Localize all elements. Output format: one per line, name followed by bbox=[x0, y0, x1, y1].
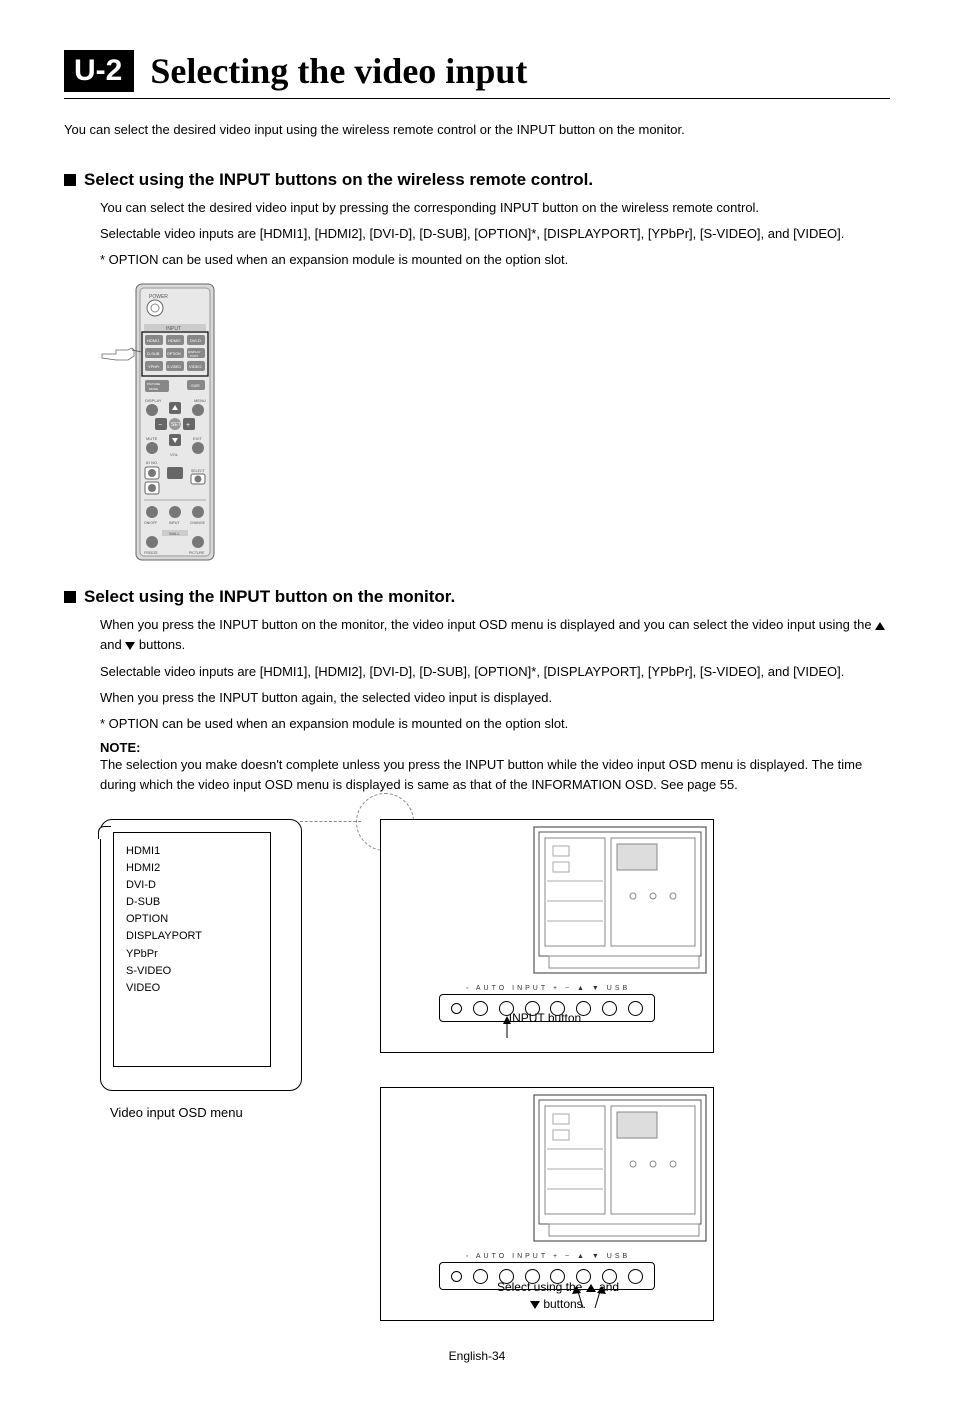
svg-text:+: + bbox=[186, 422, 190, 429]
section2-p3: When you press the INPUT button again, t… bbox=[100, 688, 890, 708]
section2-heading: Select using the INPUT button on the mon… bbox=[84, 587, 455, 607]
section2-p4: * OPTION can be used when an expansion m… bbox=[100, 714, 890, 734]
osd-item: DVI-D bbox=[126, 877, 258, 894]
svg-text:SIZE: SIZE bbox=[191, 383, 200, 388]
osd-menu-box: HDMI1 HDMI2 DVI-D D-SUB OPTION DISPLAYPO… bbox=[100, 819, 302, 1091]
osd-list: HDMI1 HDMI2 DVI-D D-SUB OPTION DISPLAYPO… bbox=[126, 843, 258, 996]
page-footer: English-34 bbox=[64, 1349, 890, 1363]
svg-text:D-SUB: D-SUB bbox=[147, 351, 160, 356]
button-bar-labels: ◦ AUTO INPUT + − ▲ ▼ USB bbox=[433, 1253, 663, 1260]
svg-text:SET: SET bbox=[171, 422, 181, 428]
intro-text: You can select the desired video input u… bbox=[64, 121, 890, 140]
svg-text:PORT: PORT bbox=[190, 354, 198, 358]
panel2-cap-c: buttons. bbox=[540, 1297, 586, 1311]
down-triangle-icon bbox=[125, 642, 135, 650]
section2-heading-row: Select using the INPUT button on the mon… bbox=[64, 587, 890, 607]
panel2-caption: Select using the and buttons. bbox=[460, 1279, 656, 1313]
svg-text:SELECT: SELECT bbox=[191, 469, 205, 473]
svg-text:INPUT: INPUT bbox=[169, 521, 180, 525]
svg-text:ON/OFF: ON/OFF bbox=[144, 521, 157, 525]
svg-text:FREEZE: FREEZE bbox=[144, 551, 158, 555]
section1-heading-row: Select using the INPUT buttons on the wi… bbox=[64, 170, 890, 190]
svg-text:ID NO.: ID NO. bbox=[146, 460, 158, 465]
up-triangle-icon bbox=[586, 1284, 596, 1292]
section2-p1: When you press the INPUT button on the m… bbox=[100, 615, 890, 655]
section-tag: U-2 bbox=[64, 50, 134, 92]
osd-item: D-SUB bbox=[126, 894, 258, 911]
osd-item: HDMI1 bbox=[126, 843, 258, 860]
dashed-leader-line bbox=[300, 821, 361, 822]
svg-text:DVI-D: DVI-D bbox=[190, 338, 201, 343]
note-text: The selection you make doesn't complete … bbox=[100, 755, 890, 795]
section2-p1c: buttons. bbox=[135, 637, 185, 652]
diagram-area: HDMI1 HDMI2 DVI-D D-SUB OPTION DISPLAYPO… bbox=[100, 809, 890, 1329]
osd-menu-inner: HDMI1 HDMI2 DVI-D D-SUB OPTION DISPLAYPO… bbox=[113, 832, 271, 1067]
osd-item: OPTION bbox=[126, 911, 258, 928]
svg-text:OPTION: OPTION bbox=[167, 352, 181, 356]
section1-p3: * OPTION can be used when an expansion m… bbox=[100, 250, 890, 270]
svg-text:DISPLAY: DISPLAY bbox=[145, 398, 162, 403]
down-triangle-icon bbox=[530, 1301, 540, 1309]
svg-text:PICTURE: PICTURE bbox=[147, 382, 160, 386]
svg-text:POWER: POWER bbox=[149, 294, 168, 300]
bullet-square-icon bbox=[64, 591, 76, 603]
svg-text:INPUT: INPUT bbox=[166, 326, 181, 332]
manual-page: U-2 Selecting the video input You can se… bbox=[0, 0, 954, 1403]
osd-item: YPbPr bbox=[126, 946, 258, 963]
rear-schematic-1 bbox=[533, 826, 707, 974]
svg-text:HDMI2: HDMI2 bbox=[168, 338, 181, 343]
section2-p2: Selectable video inputs are [HDMI1], [HD… bbox=[100, 662, 890, 682]
svg-text:YPbPr: YPbPr bbox=[148, 364, 160, 369]
remote-illustration: POWER INPUT HDMI1 HDMI2 DVI-D D-SUB OPTI… bbox=[100, 282, 890, 567]
bullet-square-icon bbox=[64, 174, 76, 186]
note-label: NOTE: bbox=[100, 740, 890, 755]
title-row: U-2 Selecting the video input bbox=[64, 50, 890, 99]
svg-text:−: − bbox=[158, 422, 162, 429]
section1-p2: Selectable video inputs are [HDMI1], [HD… bbox=[100, 224, 890, 244]
panel2-cap-a: Select using the bbox=[497, 1280, 586, 1294]
svg-text:MENU: MENU bbox=[194, 398, 206, 403]
svg-text:MODE: MODE bbox=[149, 387, 158, 391]
osd-item: DISPLAYPORT bbox=[126, 928, 258, 945]
up-triangle-icon bbox=[875, 622, 885, 630]
osd-item: S-VIDEO bbox=[126, 963, 258, 980]
section2-p1a: When you press the INPUT button on the m… bbox=[100, 617, 875, 632]
svg-text:PICTURE: PICTURE bbox=[189, 551, 205, 555]
svg-text:CHANGE: CHANGE bbox=[190, 521, 206, 525]
section2-p1b: and bbox=[100, 637, 125, 652]
svg-text:VOL: VOL bbox=[170, 452, 179, 457]
section1-p1: You can select the desired video input b… bbox=[100, 198, 890, 218]
svg-text:MUTE: MUTE bbox=[146, 436, 158, 441]
remote-svg: POWER INPUT HDMI1 HDMI2 DVI-D D-SUB OPTI… bbox=[100, 282, 240, 562]
button-bar-labels: ◦ AUTO INPUT + − ▲ ▼ USB bbox=[433, 985, 663, 992]
svg-text:EXIT: EXIT bbox=[193, 436, 202, 441]
panel2-cap-b: and bbox=[596, 1280, 619, 1294]
osd-item: VIDEO bbox=[126, 980, 258, 997]
svg-text:WALL: WALL bbox=[169, 531, 181, 536]
osd-item: HDMI2 bbox=[126, 860, 258, 877]
svg-text:HDMI1: HDMI1 bbox=[147, 338, 160, 343]
rear-schematic-2 bbox=[533, 1094, 707, 1242]
svg-text:S-VIDEO: S-VIDEO bbox=[167, 365, 181, 369]
osd-caption: Video input OSD menu bbox=[110, 1105, 243, 1120]
section1-heading: Select using the INPUT buttons on the wi… bbox=[84, 170, 593, 190]
svg-text:VIDEO: VIDEO bbox=[189, 364, 201, 369]
page-title: Selecting the video input bbox=[150, 50, 527, 92]
panel1-caption: INPUT button bbox=[460, 1011, 630, 1025]
